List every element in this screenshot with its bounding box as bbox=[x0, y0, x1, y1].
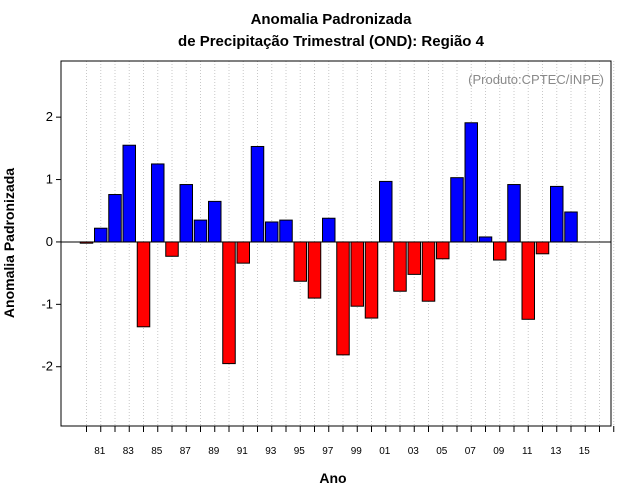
chart-subtitle: de Precipitação Trimestral (OND): Região… bbox=[178, 33, 485, 50]
grid-lines bbox=[86, 61, 615, 426]
x-tick-label: 15 bbox=[579, 446, 591, 457]
x-tick-label: 95 bbox=[294, 446, 306, 457]
bar-07 bbox=[464, 122, 478, 243]
x-tick-label: 11 bbox=[522, 446, 533, 457]
bar-02 bbox=[393, 241, 407, 292]
x-tick-label: 89 bbox=[208, 446, 220, 457]
y-tick-label: 1 bbox=[46, 172, 53, 187]
y-tick-label: 2 bbox=[46, 109, 53, 124]
x-tick-label: 93 bbox=[265, 446, 277, 457]
bar-95 bbox=[293, 241, 307, 282]
bar-86 bbox=[165, 241, 179, 257]
bar-05 bbox=[436, 241, 450, 260]
bar-06 bbox=[450, 177, 464, 243]
bar-91 bbox=[236, 241, 250, 264]
y-axis-title: Anomalia Padronizada bbox=[1, 168, 17, 318]
y-tick-label: 0 bbox=[46, 234, 53, 249]
plot-frame bbox=[60, 60, 612, 427]
bar-82 bbox=[108, 194, 122, 243]
bar-11 bbox=[521, 241, 535, 320]
bar-80 bbox=[79, 241, 94, 244]
bar-10 bbox=[507, 184, 521, 243]
bar-13 bbox=[550, 185, 564, 243]
chart-title: Anomalia Padronizada bbox=[251, 11, 413, 28]
x-tick-label: 97 bbox=[322, 446, 334, 457]
bar-84 bbox=[136, 241, 151, 328]
x-tick-label: 01 bbox=[379, 446, 391, 457]
x-tick-label: 09 bbox=[493, 446, 505, 457]
x-axis-title: Ano bbox=[319, 470, 346, 486]
x-axis: 81 83 85 87 89 91 93 95 97 99 01 03 05 07 09 11 13 15 bbox=[86, 426, 615, 457]
x-tick-label: 83 bbox=[123, 446, 135, 457]
bar-09 bbox=[493, 241, 507, 261]
bar-90 bbox=[222, 241, 236, 365]
bar-03 bbox=[407, 241, 421, 275]
bar-85 bbox=[151, 163, 165, 243]
x-tick-label: 81 bbox=[94, 446, 106, 457]
bar-12 bbox=[535, 241, 550, 255]
bar-00 bbox=[364, 241, 379, 319]
credit-label: (Produto:CPTEC/INPE) bbox=[468, 72, 604, 87]
bar-97 bbox=[322, 217, 336, 243]
bar-14 bbox=[564, 211, 578, 243]
bar-92 bbox=[250, 145, 265, 243]
x-tick-label: 91 bbox=[237, 446, 249, 457]
bar-87 bbox=[179, 184, 193, 243]
bar-88 bbox=[193, 219, 208, 243]
bar-01 bbox=[379, 180, 393, 243]
y-tick-label: -1 bbox=[41, 296, 53, 311]
bar-08 bbox=[478, 236, 493, 243]
bar-81 bbox=[94, 227, 108, 243]
bar-89 bbox=[208, 200, 222, 243]
x-tick-label: 99 bbox=[351, 446, 363, 457]
bar-98 bbox=[336, 241, 350, 356]
bar-93 bbox=[265, 221, 279, 243]
bar-94 bbox=[279, 219, 293, 243]
x-tick-label: 05 bbox=[436, 446, 448, 457]
x-tick-label: 85 bbox=[151, 446, 163, 457]
bar-99 bbox=[350, 241, 364, 307]
x-tick-label: 07 bbox=[465, 446, 477, 457]
y-tick-label: -2 bbox=[41, 359, 53, 374]
y-axis: -2 -1 0 1 2 bbox=[41, 109, 61, 374]
x-tick-label: 03 bbox=[408, 446, 420, 457]
x-tick-label: 13 bbox=[550, 446, 562, 457]
x-tick-label: 87 bbox=[180, 446, 192, 457]
bar-04 bbox=[421, 241, 436, 302]
bars-group bbox=[79, 122, 578, 365]
bar-96 bbox=[307, 241, 322, 299]
bar-83 bbox=[122, 144, 136, 243]
